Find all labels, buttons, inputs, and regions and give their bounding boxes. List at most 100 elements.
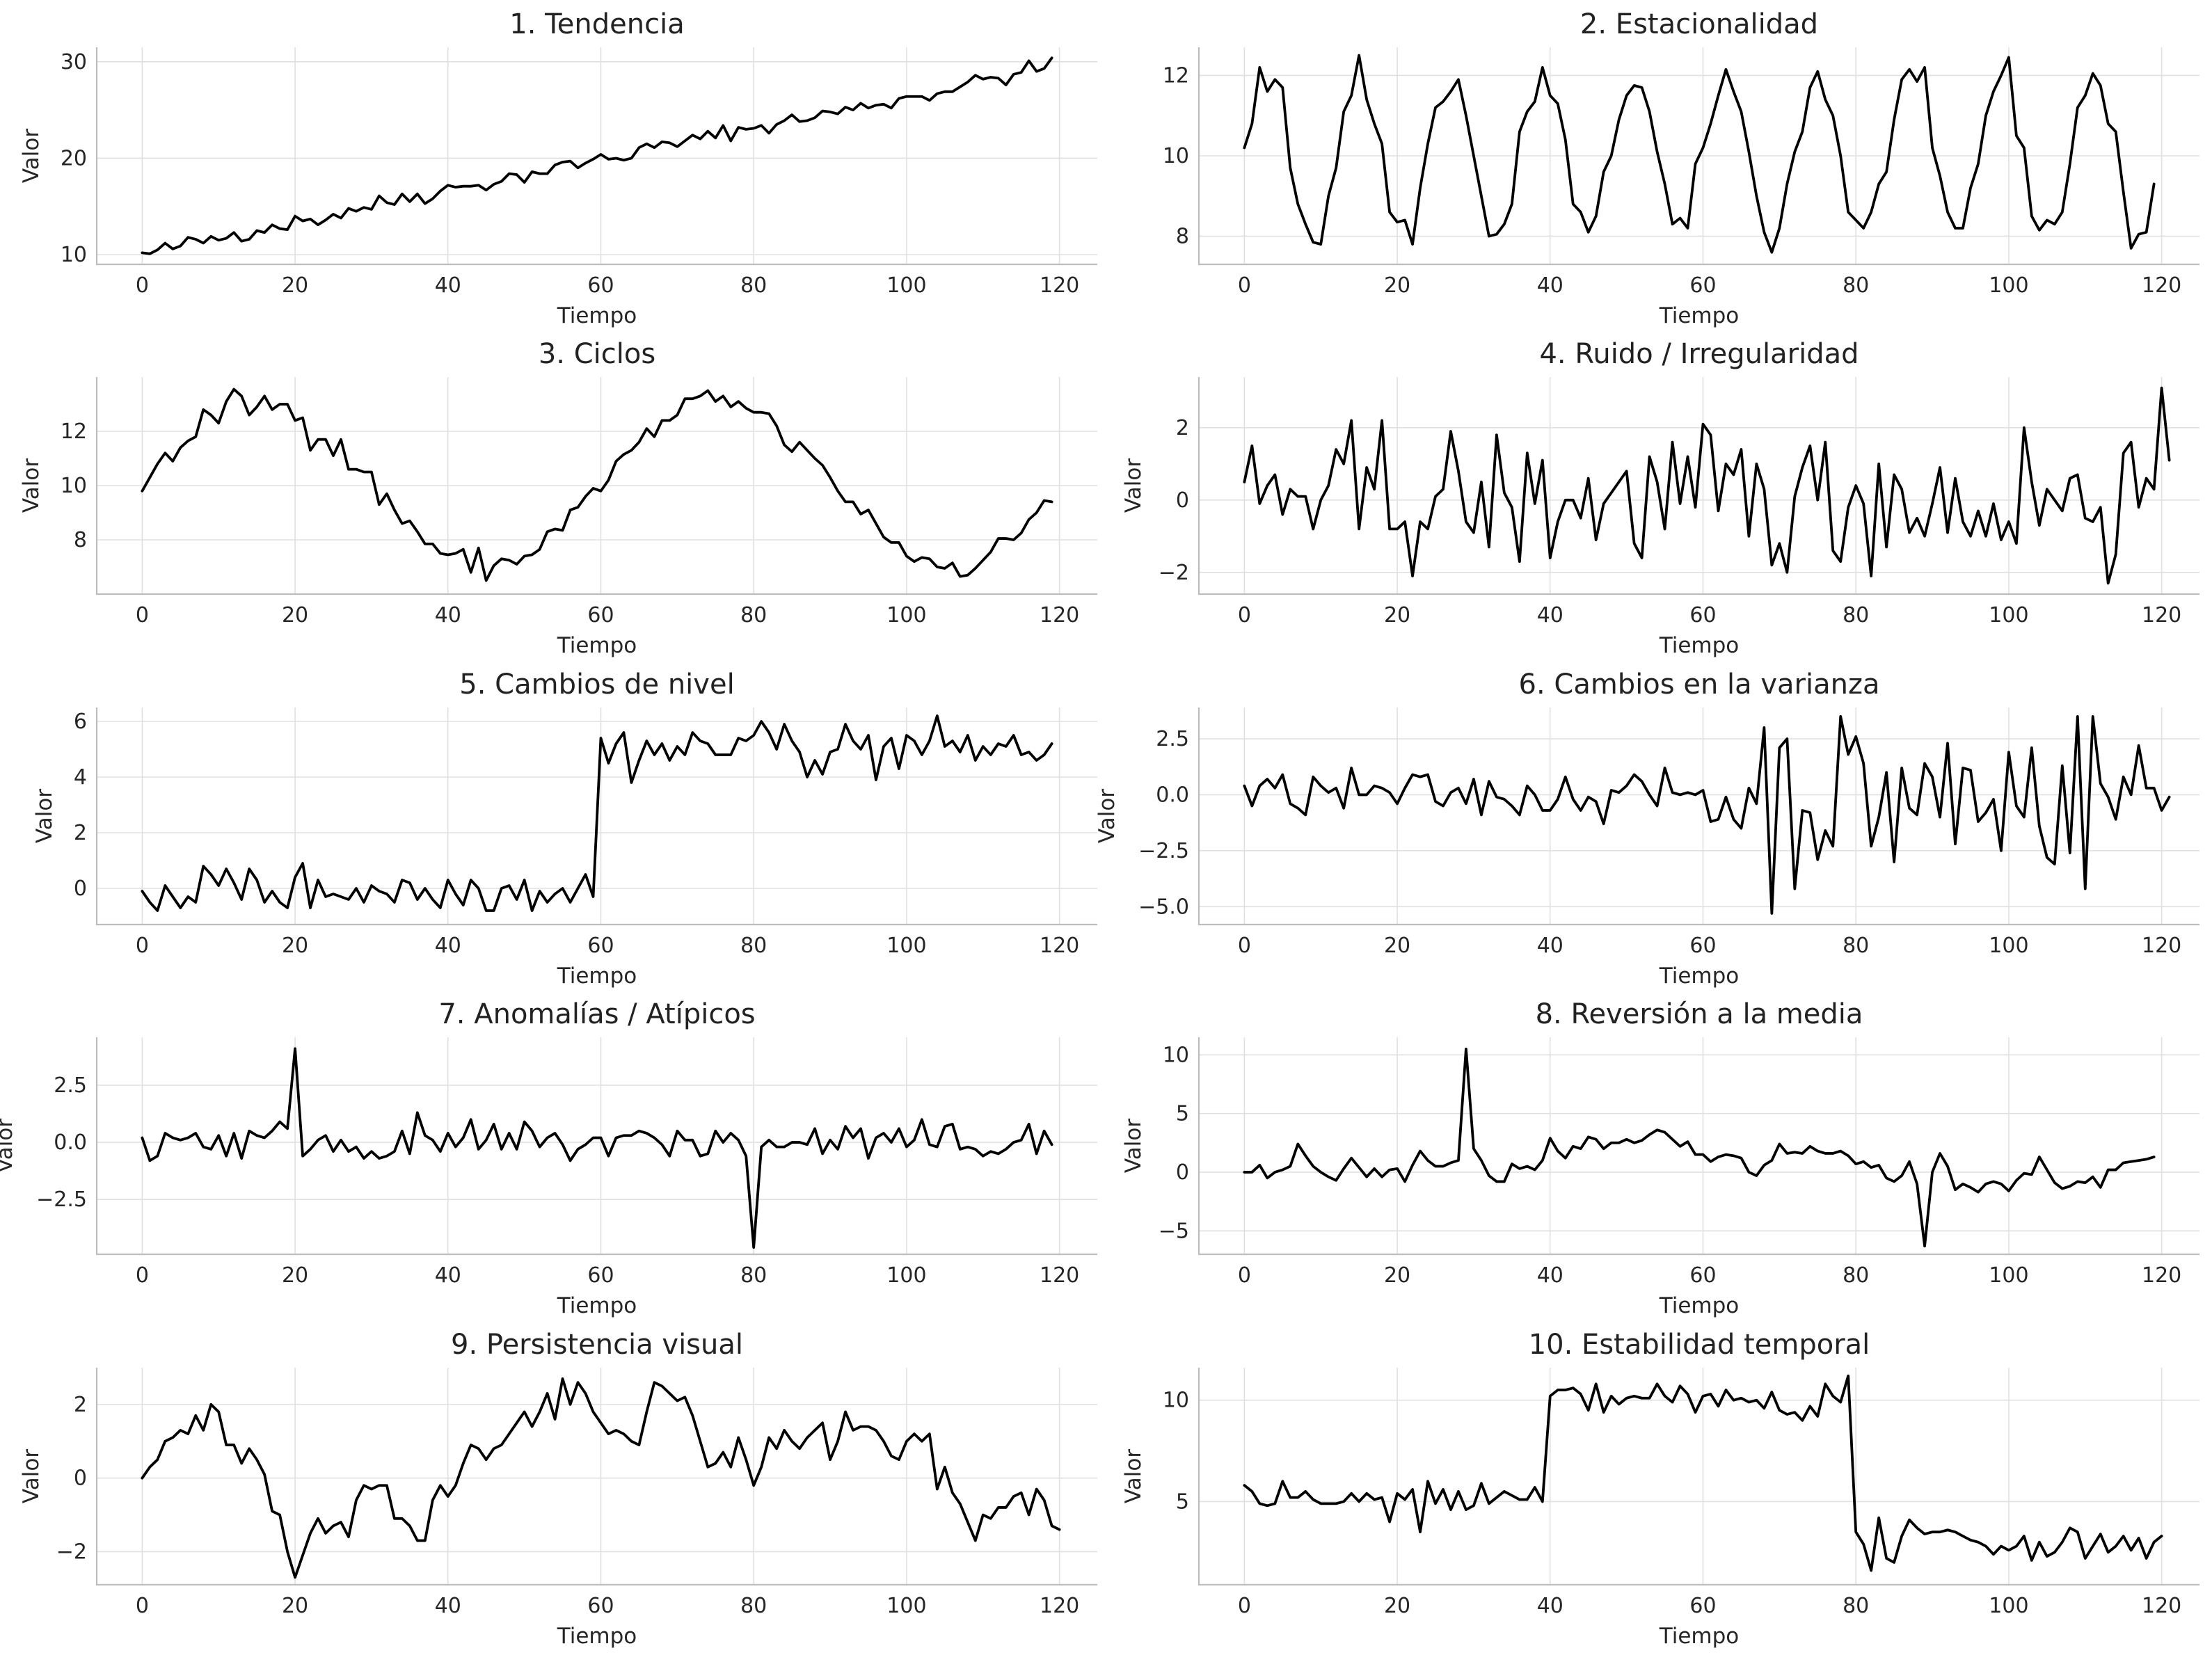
x-tick-label: 120: [2142, 1263, 2181, 1288]
x-tick-label: 40: [1537, 603, 1563, 627]
x-tick-label: 20: [282, 603, 308, 627]
x-tick-label: 80: [740, 1594, 767, 1618]
y-tick-label: 0.0: [54, 1130, 87, 1155]
x-axis-label: Tiempo: [557, 1293, 637, 1318]
x-tick-label: 20: [1384, 1263, 1410, 1288]
y-axis-label: Valor: [19, 1449, 44, 1503]
x-tick-label: 120: [1040, 603, 1079, 627]
x-tick-label: 120: [1040, 934, 1079, 958]
subplot-title: 9. Persistencia visual: [451, 1329, 743, 1361]
y-tick-label: 2: [74, 1393, 87, 1417]
x-tick-label: 80: [1843, 603, 1869, 627]
x-axis-label: Tiempo: [1659, 964, 1740, 989]
x-tick-label: 80: [740, 603, 767, 627]
y-axis-label: Valor: [19, 458, 44, 513]
y-tick-label: 10: [1163, 144, 1189, 168]
x-tick-label: 40: [435, 934, 461, 958]
x-tick-label: 100: [1989, 934, 2028, 958]
x-tick-label: 40: [1537, 1263, 1563, 1288]
x-tick-label: 100: [1989, 603, 2028, 627]
y-axis-label: Valor: [0, 1119, 17, 1173]
axis-spine: [95, 47, 1097, 266]
y-tick-label: 12: [61, 419, 87, 444]
subplot-10: 0 20 40 60 80 100 120 5 10 10. Estabilidad tempor…: [1121, 1329, 2199, 1649]
subplot-title: 3. Ciclos: [539, 338, 655, 370]
x-axis-label: Tiempo: [1659, 1624, 1740, 1649]
subplot-title: 5. Cambios de nivel: [459, 669, 734, 701]
axis-spine: [1197, 707, 2199, 926]
series-line: [1243, 54, 2156, 254]
x-tick-label: 120: [2142, 1594, 2181, 1618]
series-line: [1243, 1047, 2156, 1248]
y-tick-label: 10: [1163, 1043, 1189, 1067]
series-line: [1243, 386, 2171, 585]
x-tick-label: 80: [740, 1263, 767, 1288]
subplot-3: 0 20 40 60 80 100 120 8 10 12 3. Ciclos Tiempo Valor: [19, 338, 1097, 658]
axis-spine: [1197, 1368, 2199, 1586]
subplot-6: 0 20 40 60 80 100 120 −5.0 −2.5 0.0 2.5 6. Cambios …: [1095, 669, 2199, 989]
x-tick-label: 60: [1689, 273, 1716, 298]
y-tick-label: 0: [74, 877, 87, 901]
y-axis-label: Valor: [1121, 1119, 1146, 1173]
x-tick-label: 20: [282, 273, 308, 298]
y-tick-label: 5: [1176, 1489, 1189, 1514]
y-tick-label: 0.0: [1156, 783, 1189, 807]
x-tick-label: 120: [2142, 273, 2181, 298]
y-tick-label: 10: [1163, 1389, 1189, 1413]
x-tick-label: 40: [435, 603, 461, 627]
axis-spine: [1197, 47, 2199, 266]
x-tick-label: 120: [2142, 934, 2181, 958]
y-tick-label: −5.0: [1138, 895, 1189, 919]
subplot-9: 0 20 40 60 80 100 120 −2 0 2 9. Persistencia visua…: [19, 1329, 1097, 1649]
y-tick-label: 10: [61, 474, 87, 498]
subplot-1: 0 20 40 60 80 100 120 10 20 30 1. Tendencia Tiempo V…: [19, 8, 1097, 328]
x-tick-label: 120: [1040, 1263, 1079, 1288]
x-tick-label: 60: [587, 934, 614, 958]
y-tick-label: 12: [1163, 63, 1189, 88]
x-tick-label: 0: [1238, 934, 1251, 958]
axis-spine: [95, 1037, 1097, 1256]
x-tick-label: 0: [136, 603, 149, 627]
x-tick-label: 0: [1238, 273, 1251, 298]
series-line: [141, 1047, 1053, 1249]
subplot-title: 2. Estacionalidad: [1580, 8, 1818, 40]
x-tick-label: 60: [587, 1594, 614, 1618]
y-tick-label: −2: [1159, 561, 1189, 585]
y-tick-label: −2.5: [36, 1188, 87, 1212]
x-tick-label: 0: [136, 1594, 149, 1618]
x-tick-label: 60: [587, 603, 614, 627]
axis-spine: [95, 1368, 1097, 1586]
axis-spine: [1197, 377, 2199, 595]
y-tick-label: 2.5: [1156, 727, 1189, 751]
y-tick-label: 2.5: [54, 1073, 87, 1098]
subplot-title: 7. Anomalías / Atípicos: [438, 998, 755, 1030]
series-line: [141, 387, 1053, 582]
x-tick-label: 60: [1689, 934, 1716, 958]
y-tick-label: 30: [61, 50, 87, 74]
y-tick-label: 5: [1176, 1102, 1189, 1126]
x-tick-label: 120: [2142, 603, 2181, 627]
series-line: [1243, 714, 2171, 915]
y-axis-label: Valor: [1121, 1449, 1146, 1503]
x-tick-label: 40: [1537, 273, 1563, 298]
subplot-title: 6. Cambios en la varianza: [1519, 669, 1880, 701]
y-axis-label: Valor: [19, 129, 44, 183]
x-tick-label: 80: [1843, 934, 1869, 958]
x-tick-label: 60: [1689, 603, 1716, 627]
y-tick-label: 2: [1176, 416, 1189, 440]
y-tick-label: 10: [61, 243, 87, 267]
x-tick-label: 100: [886, 1594, 926, 1618]
x-tick-label: 100: [1989, 1263, 2028, 1288]
y-tick-label: 4: [74, 765, 87, 790]
x-tick-label: 80: [1843, 1594, 1869, 1618]
x-tick-label: 20: [282, 934, 308, 958]
axis-spine: [95, 377, 1097, 595]
x-tick-label: 120: [1040, 1594, 1079, 1618]
x-tick-label: 40: [1537, 934, 1563, 958]
x-tick-label: 80: [1843, 273, 1869, 298]
subplot-title: 4. Ruido / Irregularidad: [1539, 338, 1859, 370]
x-tick-label: 80: [740, 934, 767, 958]
y-tick-label: 2: [74, 821, 87, 845]
y-tick-label: 0: [1176, 488, 1189, 513]
x-tick-label: 40: [1537, 1594, 1563, 1618]
